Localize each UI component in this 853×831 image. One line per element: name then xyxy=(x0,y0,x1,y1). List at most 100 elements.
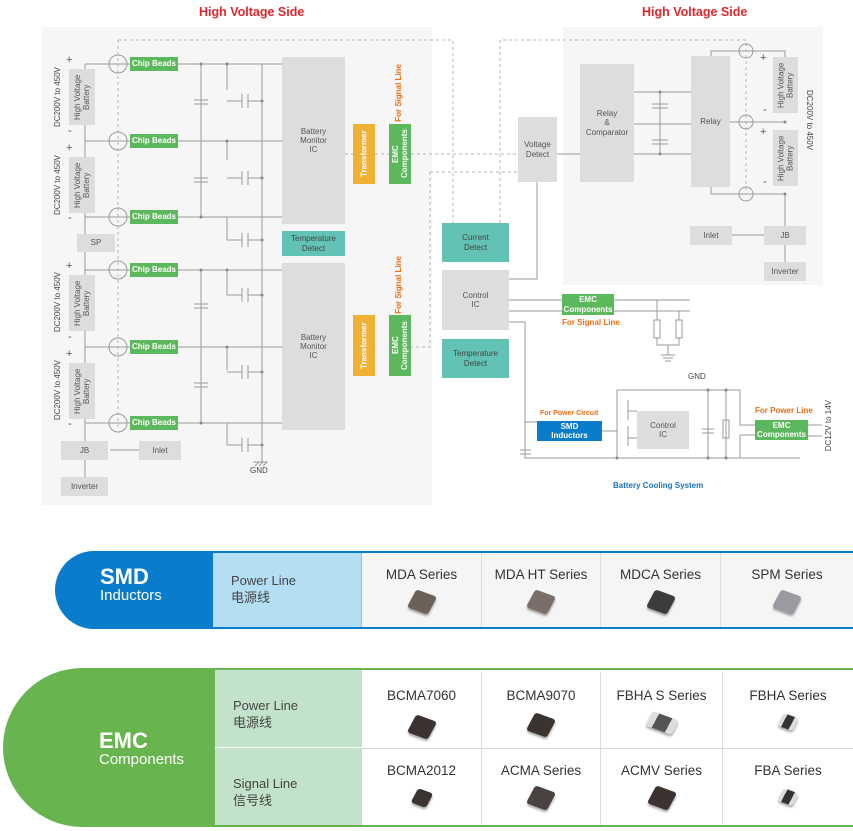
emc-subtitle: Components xyxy=(99,751,185,768)
product-image xyxy=(645,589,676,615)
product-image xyxy=(406,714,437,740)
product-acmv[interactable]: ACMV Series xyxy=(601,749,723,825)
inverter: Inverter xyxy=(764,262,806,281)
for-signal-line-label: For Signal Line xyxy=(394,256,403,314)
product-fba[interactable]: FBA Series xyxy=(723,749,853,825)
smd-inductors-badge: SMD Inductors xyxy=(55,551,215,629)
junction-box: JB xyxy=(764,226,806,245)
sp-box: SP xyxy=(77,234,115,252)
minus-sign: - xyxy=(68,212,72,224)
plus-sign: + xyxy=(66,260,73,272)
minus-sign: - xyxy=(763,176,767,188)
product-image xyxy=(525,589,557,615)
voltage-label: DC200V to 450V xyxy=(53,360,62,421)
relay-comp-lines xyxy=(634,91,691,155)
for-power-circuit-label: For Power Circuit xyxy=(540,410,599,417)
emc-category-power: Power Line 电源线 xyxy=(215,670,362,748)
product-spm[interactable]: SPM Series xyxy=(721,553,853,627)
relay-battery-lines xyxy=(710,50,786,262)
plus-sign: + xyxy=(760,52,767,64)
minus-sign: - xyxy=(68,418,72,430)
emc-components-badge: EMC Components xyxy=(3,668,218,827)
chip-beads: Chip Beads xyxy=(130,263,178,277)
inlet: Inlet xyxy=(690,226,732,245)
product-fbha-s[interactable]: FBHA S Series xyxy=(601,672,723,748)
current-sensor-icon xyxy=(108,54,128,74)
product-bcma2012[interactable]: BCMA2012 xyxy=(362,749,482,825)
emc-title: EMC xyxy=(99,728,148,753)
smd-title: SMD xyxy=(100,564,149,589)
high-voltage-battery: High Voltage Battery xyxy=(69,157,95,213)
product-bcma7060[interactable]: BCMA7060 xyxy=(362,672,482,748)
minus-sign: - xyxy=(68,331,72,343)
emc-category-signal: Signal Line 信号线 xyxy=(215,748,362,825)
chip-beads: Chip Beads xyxy=(130,210,178,224)
circuit-wires xyxy=(84,39,822,477)
high-voltage-battery: High Voltage Battery xyxy=(69,363,95,419)
inverter: Inverter xyxy=(61,477,108,496)
cooling-lines xyxy=(520,389,822,458)
inlet: Inlet xyxy=(139,441,181,460)
for-signal-line-label: For Signal Line xyxy=(394,64,403,122)
current-detect: Current Detect xyxy=(442,223,509,262)
temperature-detect: Temperature Detect xyxy=(442,339,509,378)
high-voltage-battery: High Voltage Battery xyxy=(69,275,95,331)
voltage-label: DC200V to 450V xyxy=(53,272,62,333)
chip-beads: Chip Beads xyxy=(130,134,178,148)
product-image xyxy=(646,785,677,811)
high-voltage-battery: High Voltage Battery xyxy=(773,57,798,113)
caps-h xyxy=(194,99,208,388)
relay-comparator: Relay & Comparator xyxy=(580,64,634,182)
dashed-signal-left xyxy=(117,39,747,430)
product-image xyxy=(410,788,433,808)
minus-sign: - xyxy=(763,104,767,116)
current-sensor-icon xyxy=(108,337,128,357)
product-fbha[interactable]: FBHA Series xyxy=(723,672,853,748)
product-image xyxy=(777,788,799,806)
temperature-detect: Temperature Detect xyxy=(282,231,345,256)
chip-beads: Chip Beads xyxy=(130,416,178,430)
high-voltage-battery: High Voltage Battery xyxy=(69,69,95,125)
plus-sign: + xyxy=(66,142,73,154)
product-mda[interactable]: MDA Series xyxy=(362,553,482,627)
control-voltage-line xyxy=(509,182,538,280)
current-sensor-icon xyxy=(738,43,754,59)
product-image xyxy=(525,712,557,738)
current-sensor-icon xyxy=(108,260,128,280)
plus-sign: + xyxy=(66,54,73,66)
row-divider xyxy=(362,748,853,749)
junction-box: JB xyxy=(61,441,108,460)
product-mdca[interactable]: MDCA Series xyxy=(601,553,721,627)
high-voltage-battery: High Voltage Battery xyxy=(773,130,798,186)
voltage-label: DC200V to 450V xyxy=(53,155,62,216)
minus-sign: - xyxy=(68,125,72,137)
product-image xyxy=(771,589,803,615)
emc-components: EMC Components xyxy=(389,124,411,184)
left-title: High Voltage Side xyxy=(199,5,305,19)
cap-bus xyxy=(200,64,228,445)
rail xyxy=(85,63,282,424)
product-image xyxy=(525,785,557,811)
left-high-voltage-panel xyxy=(42,27,432,505)
smd-inductors: SMD Inductors xyxy=(537,421,602,441)
gnd-label: GND xyxy=(688,372,706,381)
chip-beads: Chip Beads xyxy=(130,57,178,71)
gnd-label: GND xyxy=(250,466,268,475)
product-bcma9070[interactable]: BCMA9070 xyxy=(482,672,601,748)
product-mda-ht[interactable]: MDA HT Series xyxy=(482,553,601,627)
tvs xyxy=(653,300,683,362)
battery-monitor-ic: Battery Monitor IC xyxy=(282,57,345,224)
chip-beads: Chip Beads xyxy=(130,340,178,354)
product-image xyxy=(644,711,679,735)
current-sensor-icon xyxy=(738,114,754,130)
relay: Relay xyxy=(691,56,730,187)
current-sensor-icon xyxy=(108,207,128,227)
battery-monitor-ic: Battery Monitor IC xyxy=(282,263,345,430)
control-ic: Control IC xyxy=(637,411,689,449)
control-ic: Control IC xyxy=(442,270,509,330)
current-sensor-icon xyxy=(108,413,128,433)
product-acma[interactable]: ACMA Series xyxy=(482,749,601,825)
voltage-detect: Voltage Detect xyxy=(518,117,557,182)
current-sensor-icon xyxy=(108,131,128,151)
gnd-bus xyxy=(253,64,268,467)
